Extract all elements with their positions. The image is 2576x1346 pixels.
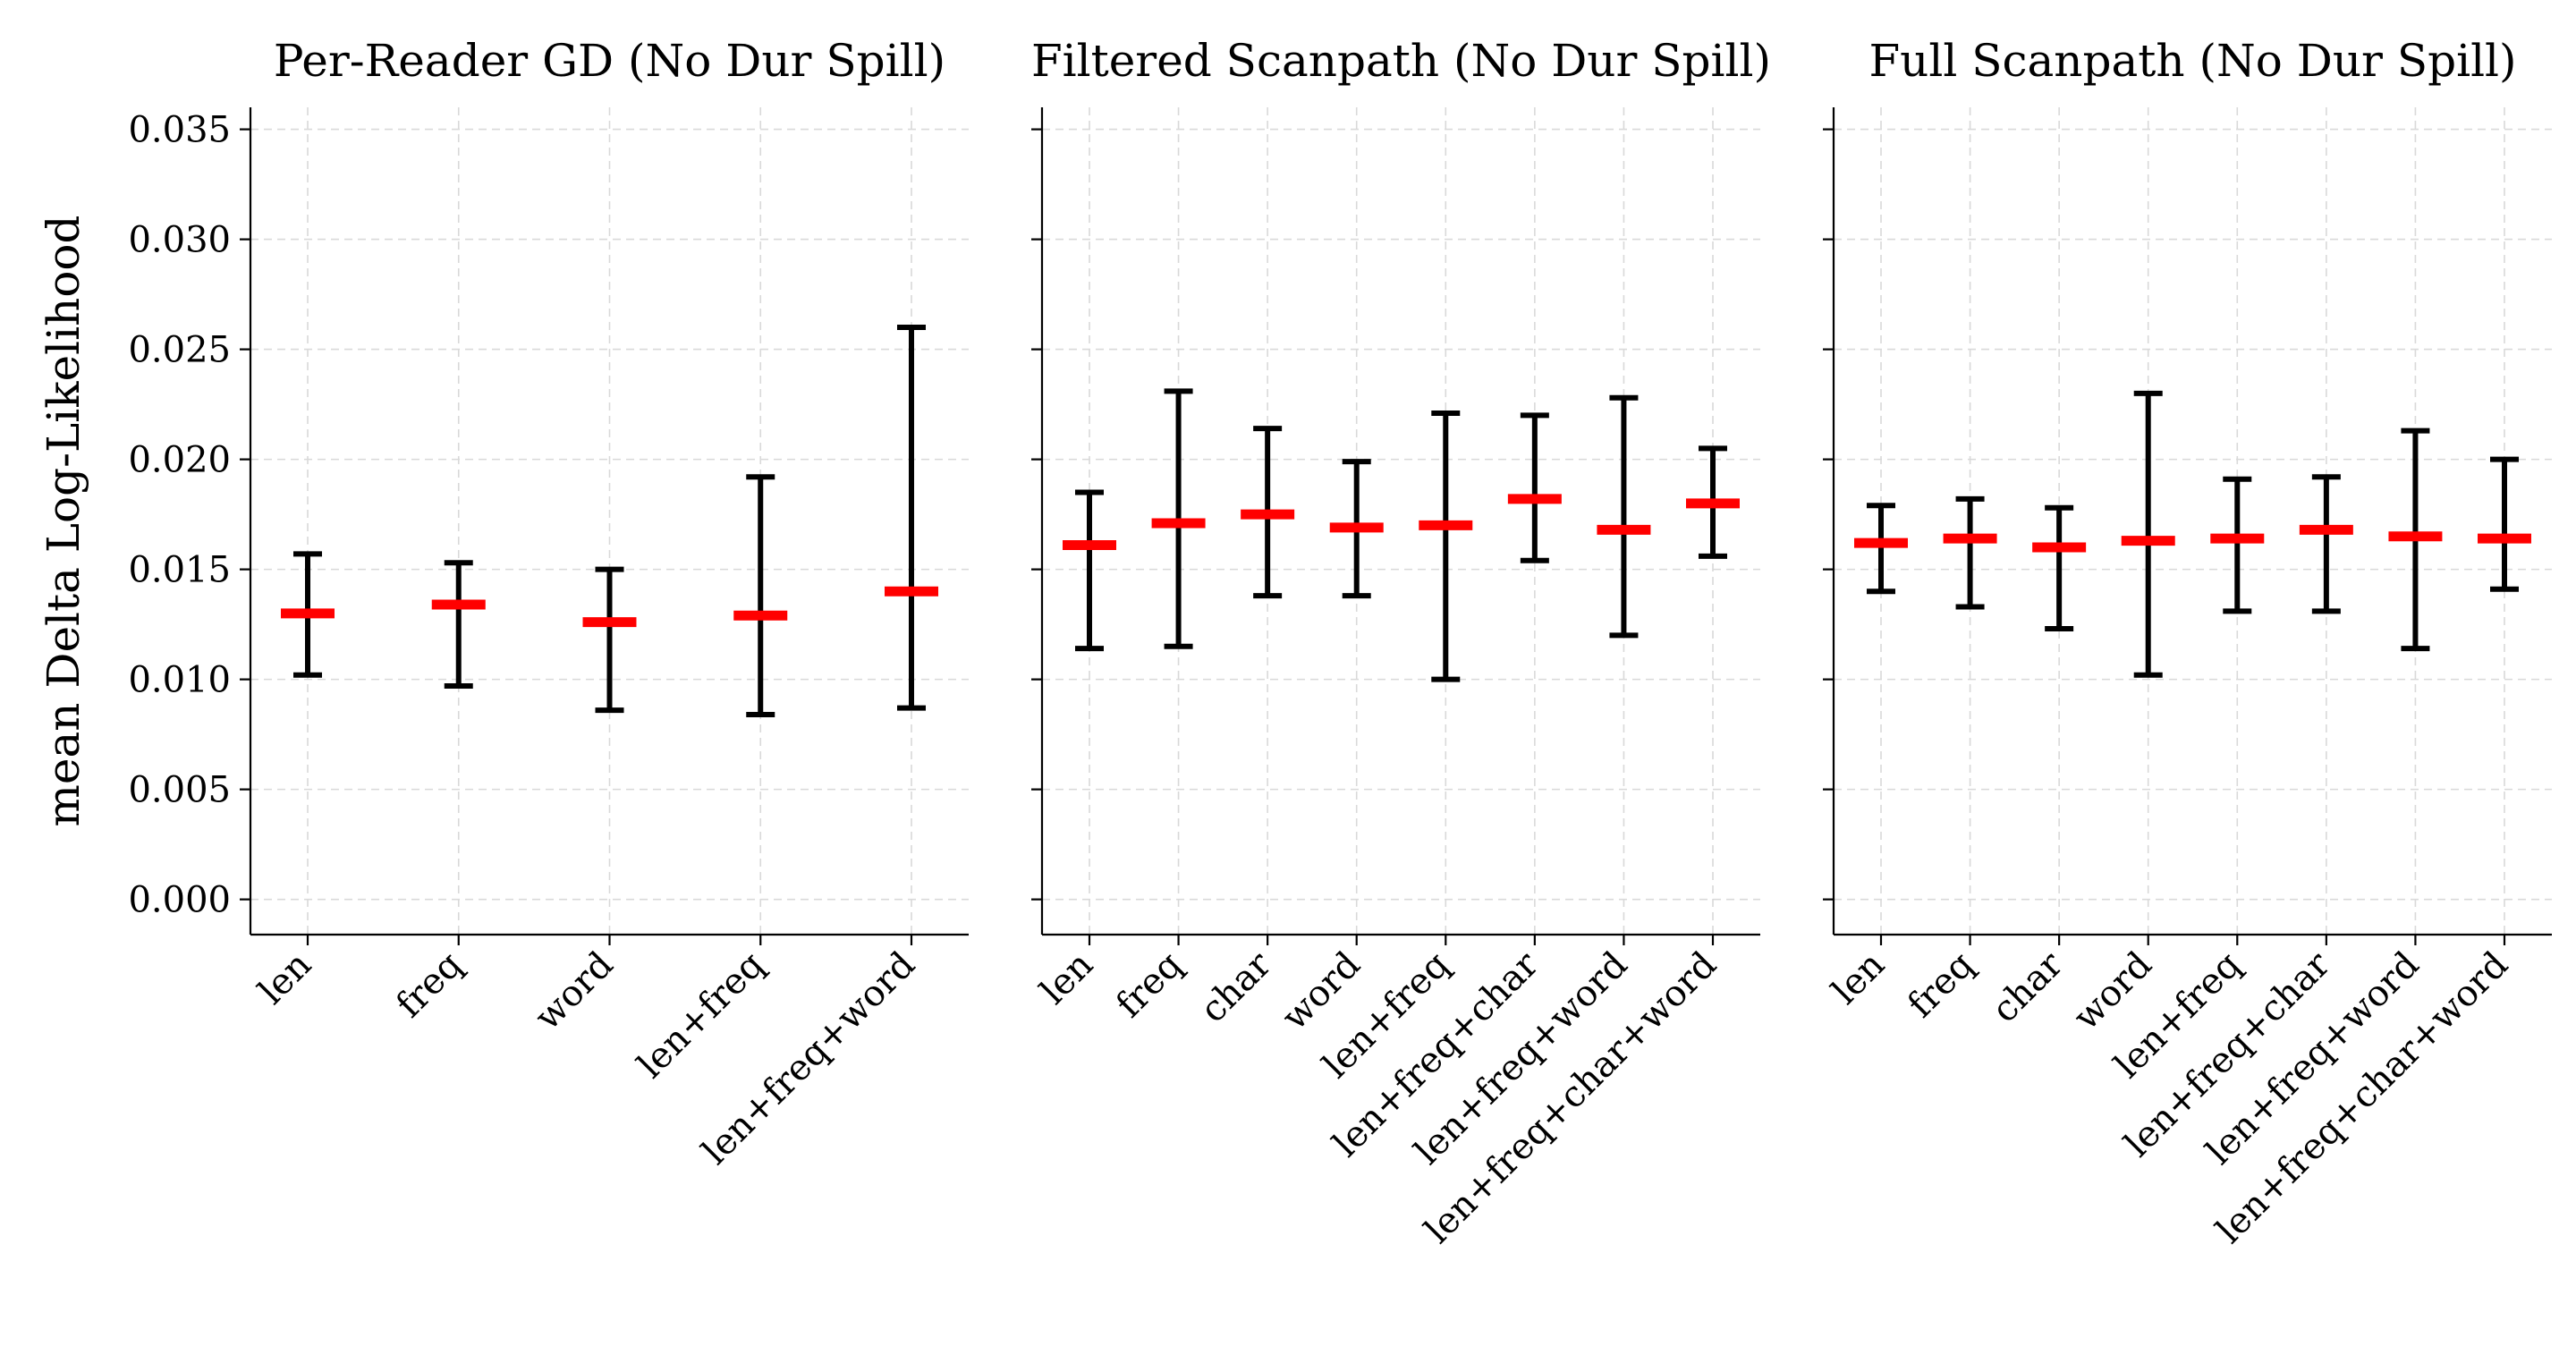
- x-tick-label: len: [1825, 944, 1894, 1013]
- x-tick-label: freq: [388, 944, 470, 1026]
- y-axis-label: mean Delta Log-Likelihood: [38, 215, 89, 826]
- y-tick-label: 0.010: [128, 660, 231, 701]
- x-tick-label: len: [1033, 944, 1102, 1013]
- panel-title: Filtered Scanpath (No Dur Spill): [1031, 35, 1771, 87]
- x-tick-label: freq: [1900, 944, 1981, 1026]
- x-tick-label: char: [1192, 944, 1280, 1031]
- x-tick-label: len+freq: [630, 944, 772, 1087]
- x-tick-label: len: [251, 944, 320, 1013]
- y-tick-label: 0.025: [128, 330, 231, 371]
- y-tick-label: 0.015: [128, 550, 231, 591]
- x-tick-label: freq: [1108, 944, 1190, 1026]
- y-tick-label: 0.020: [128, 440, 231, 481]
- panel-title: Per-Reader GD (No Dur Spill): [274, 35, 945, 87]
- y-tick-label: 0.030: [128, 220, 231, 261]
- y-tick-label: 0.035: [128, 110, 231, 151]
- y-tick-label: 0.000: [128, 880, 231, 921]
- y-tick-label: 0.005: [128, 770, 231, 811]
- x-tick-label: char: [1984, 944, 2072, 1031]
- x-tick-label: word: [527, 944, 621, 1038]
- panel-title: Full Scanpath (No Dur Spill): [1868, 35, 2516, 87]
